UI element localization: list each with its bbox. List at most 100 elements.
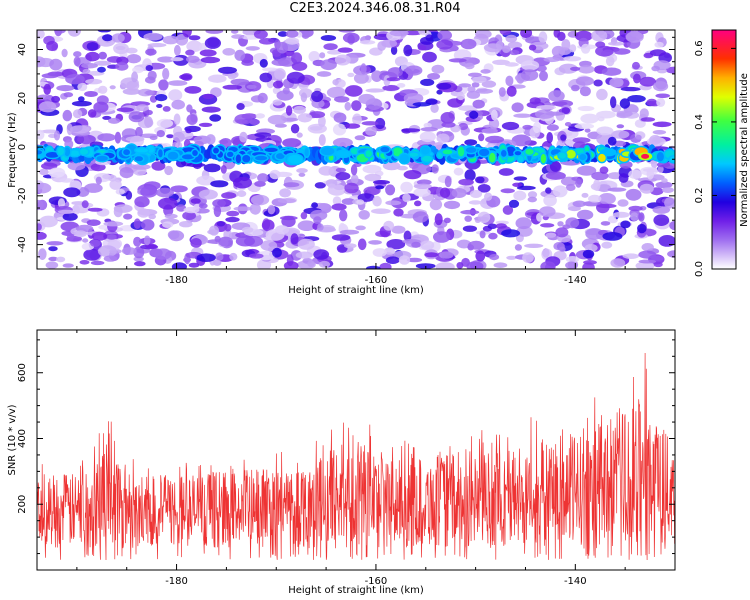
heatmap-cell xyxy=(400,181,413,193)
heatmap-cell xyxy=(183,206,200,214)
heatmap-cell xyxy=(258,38,275,45)
ridge-blob xyxy=(392,147,403,157)
ridge-blob xyxy=(242,155,251,163)
heatmap-cell xyxy=(576,209,594,220)
heatmap-cell xyxy=(170,185,188,193)
heatmap-cell xyxy=(543,194,557,207)
heatmap-cell xyxy=(54,30,66,34)
heatmap-cell xyxy=(565,261,578,269)
heatmap-cell xyxy=(227,72,237,80)
heatmap-cell xyxy=(484,192,493,201)
heatmap-cell xyxy=(286,71,305,84)
heatmap-cell xyxy=(649,134,662,145)
heatmap-cell xyxy=(391,225,406,234)
heatmap-cell xyxy=(596,110,616,119)
heatmap-cell xyxy=(352,113,362,126)
heatmap-cell xyxy=(595,45,614,57)
heatmap-cell xyxy=(375,117,386,130)
heatmap-cell xyxy=(85,51,100,62)
heatmap-cell xyxy=(134,261,146,267)
heatmap-cell xyxy=(628,205,643,212)
heatmap-cell xyxy=(553,242,565,251)
heatmap-cell xyxy=(220,165,227,174)
heatmap-cell xyxy=(610,96,617,109)
heatmap-cell xyxy=(350,164,358,176)
heatmap-cell xyxy=(513,176,528,181)
snr-panel: -180 -160 -140 200 400 600 Height of straigh… xyxy=(7,329,676,596)
heatmap-cell xyxy=(456,92,465,101)
heatmap-cell xyxy=(231,34,245,39)
heatmap-cell xyxy=(516,226,533,237)
heatmap-cell xyxy=(638,212,645,222)
heatmap-cell xyxy=(478,133,485,142)
heatmap-cell xyxy=(420,240,435,250)
heatmap-cell xyxy=(71,100,92,107)
ridge-blob xyxy=(235,154,242,164)
heatmap-cell xyxy=(145,90,155,96)
heatmap-cell xyxy=(618,173,629,183)
spectrogram-y-ticks: -40 -20 0 20 40 xyxy=(17,36,675,258)
ridge-blob xyxy=(598,153,606,162)
heatmap-cell xyxy=(545,187,552,194)
ridge-blob xyxy=(380,146,390,153)
heatmap-cell xyxy=(460,209,480,215)
ridge-blob xyxy=(422,155,433,162)
ridge-blob xyxy=(213,147,219,154)
heatmap-cell xyxy=(78,96,85,102)
heatmap-cell xyxy=(532,121,541,134)
heatmap-cell xyxy=(37,199,44,211)
heatmap-cell xyxy=(422,51,437,63)
heatmap-cell xyxy=(185,49,195,56)
heatmap-cell xyxy=(546,132,553,144)
heatmap-cell xyxy=(548,90,565,102)
heatmap-cell xyxy=(108,117,121,124)
heatmap-cell xyxy=(462,225,477,232)
heatmap-cell xyxy=(539,206,556,217)
heatmap-cell xyxy=(505,75,514,87)
colorbar-tick-label: 0.0 xyxy=(694,261,705,277)
ridge-blob xyxy=(135,148,148,153)
heatmap-cell xyxy=(640,117,656,122)
heatmap-cell xyxy=(45,261,59,269)
heatmap-cell xyxy=(549,160,561,172)
heatmap-cell xyxy=(522,252,534,263)
heatmap-cell xyxy=(301,30,310,39)
heatmap-cell xyxy=(372,195,382,207)
heatmap-cell xyxy=(466,90,481,99)
heatmap-cell xyxy=(171,262,187,269)
snr-y-tick-label: 600 xyxy=(17,363,28,382)
heatmap-cell xyxy=(203,163,221,173)
heatmap-cell xyxy=(297,113,313,123)
heatmap-cell xyxy=(385,200,402,206)
ridge-blob xyxy=(437,152,443,158)
heatmap-cell xyxy=(403,170,422,180)
colorbar-tick-label: 0.4 xyxy=(694,114,705,130)
ridge-blob xyxy=(304,148,309,157)
heatmap-cell xyxy=(630,212,639,222)
colorbar-tick-label: 0.6 xyxy=(694,40,705,56)
heatmap-cell xyxy=(222,84,242,90)
heatmap-cell xyxy=(507,41,523,49)
heatmap-cell xyxy=(527,196,537,203)
snr-line xyxy=(37,352,675,561)
heatmap-cell xyxy=(162,35,179,45)
heatmap-cell xyxy=(434,213,443,226)
heatmap-cell xyxy=(350,174,359,184)
colorbar-ticks: 0.0 0.2 0.4 0.6 xyxy=(694,40,736,277)
heatmap-cell xyxy=(66,123,73,136)
heatmap-cell xyxy=(81,200,89,209)
heatmap-cell xyxy=(444,175,452,188)
heatmap-cell xyxy=(382,161,401,171)
heatmap-cell xyxy=(246,84,257,89)
heatmap-cell xyxy=(313,249,330,260)
heatmap-cell xyxy=(602,232,623,241)
ridge-blob xyxy=(336,151,351,157)
heatmap-cell xyxy=(67,30,81,37)
heatmap-cell xyxy=(205,30,224,34)
heatmap-cell xyxy=(125,190,133,200)
heatmap-cell xyxy=(475,88,494,94)
heatmap-cell xyxy=(356,199,365,205)
heatmap-cell xyxy=(241,226,254,233)
heatmap-cell xyxy=(259,72,273,83)
heatmap-cell xyxy=(332,137,353,148)
